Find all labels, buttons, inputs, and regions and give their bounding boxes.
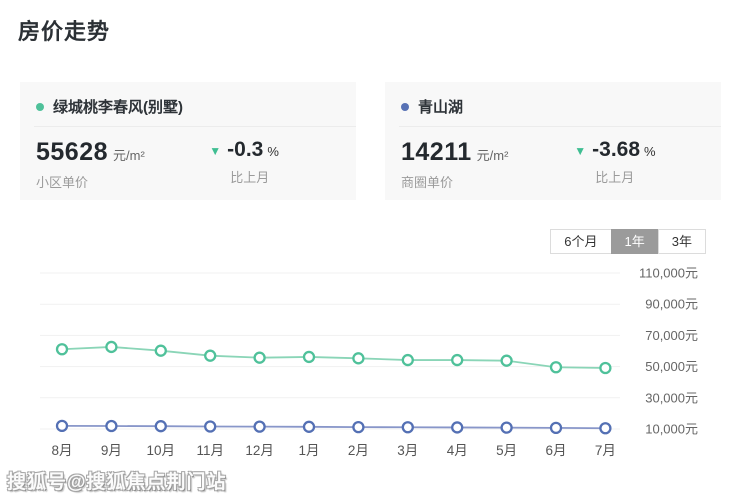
svg-text:11月: 11月 [196,443,224,458]
change-block: ▼ -3.68 % 比上月 [574,138,705,191]
svg-text:7月: 7月 [595,443,616,458]
svg-text:12月: 12月 [245,443,274,458]
svg-text:8月: 8月 [51,443,72,458]
card-header: 青山湖 [385,82,721,126]
change-label: 比上月 [230,170,270,185]
price-value: 14211 [401,138,472,166]
price-label: 商圈单价 [401,175,454,190]
card-divider [399,126,721,127]
arrow-down-icon: ▼ [574,144,587,158]
card-body: 55628 元/m² 小区单价 ▼ -0.3 % 比上月 [20,127,356,191]
price-card-community: 绿城桃李春风(别墅) 55628 元/m² 小区单价 ▼ -0.3 % [20,82,356,200]
price-trend-chart: 110,000元 90,000元 70,000元 50,000元 30,000元 10,0… [40,266,698,458]
price-unit: 元/m² [476,148,509,163]
svg-text:10月: 10月 [147,443,176,458]
svg-text:3月: 3月 [397,443,418,458]
change-unit: % [644,144,656,159]
watermark: 搜狐号@搜狐焦点荆门站 [7,472,227,493]
tab-1-year[interactable]: 1年 [610,229,659,254]
svg-text:1月: 1月 [298,443,319,458]
change-block: ▼ -0.3 % 比上月 [209,138,340,191]
svg-text:9月: 9月 [101,443,122,458]
price-label: 小区单价 [36,175,89,190]
card-divider [34,126,356,127]
change-unit: % [267,144,279,159]
change-value: -3.68 [592,138,641,161]
svg-text:6月: 6月 [545,443,566,458]
time-range-tabs: 6个月 1年 3年 [550,229,706,254]
svg-text:4月: 4月 [447,443,468,458]
series-name: 青山湖 [418,99,464,116]
card-body: 14211 元/m² 商圈单价 ▼ -3.68 % 比上月 [385,127,721,191]
svg-text:70,000元: 70,000元 [645,328,698,343]
tab-3-years[interactable]: 3年 [657,229,706,254]
tab-6-months[interactable]: 6个月 [550,229,612,254]
price-block: 55628 元/m² 小区单价 [36,138,209,191]
svg-text:110,000元: 110,000元 [639,266,698,281]
series-name: 绿城桃李春风(别墅) [53,99,183,116]
blue-series-dot-icon [401,102,409,111]
legend-cards: 绿城桃李春风(别墅) 55628 元/m² 小区单价 ▼ -0.3 % [20,82,721,200]
price-unit: 元/m² [113,148,145,163]
price-card-district: 青山湖 14211 元/m² 商圈单价 ▼ -3.68 % [385,82,721,200]
svg-text:2月: 2月 [348,443,369,458]
green-series-dot-icon [36,102,44,111]
price-value: 55628 [36,138,109,166]
card-header: 绿城桃李春风(别墅) [20,82,356,126]
page-title: 房价走势 [18,19,111,44]
arrow-down-icon: ▼ [209,144,222,158]
svg-text:10,000元: 10,000元 [645,422,698,437]
svg-text:50,000元: 50,000元 [645,359,698,374]
change-value: -0.3 [227,138,264,161]
price-block: 14211 元/m² 商圈单价 [401,138,574,191]
change-label: 比上月 [595,170,635,185]
svg-text:5月: 5月 [496,443,517,458]
svg-text:30,000元: 30,000元 [645,390,698,405]
svg-text:90,000元: 90,000元 [645,297,698,312]
